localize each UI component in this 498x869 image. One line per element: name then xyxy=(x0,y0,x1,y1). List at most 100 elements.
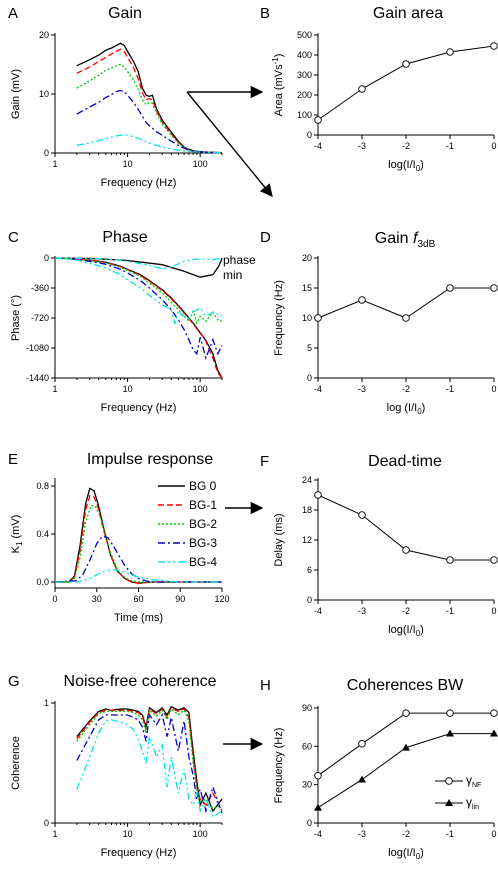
chart-title: Impulse response xyxy=(87,451,213,468)
panel-letter: C xyxy=(8,229,19,246)
panel-F: F Dead-time-4 -3 -2 -1 006121824log(I/I0)Dela… xyxy=(260,453,498,638)
x-tick-label: -2 xyxy=(402,384,410,394)
data-point xyxy=(402,546,410,554)
x-tick-label: -3 xyxy=(358,141,366,151)
legend-label: γlin xyxy=(466,795,479,811)
series-line xyxy=(54,257,223,361)
x-axis-label-end: ) xyxy=(420,624,424,636)
data-point xyxy=(314,491,322,499)
x-axis-label-text: Frequency (Hz) xyxy=(101,177,177,189)
legend-label: BG 0 xyxy=(189,479,217,493)
x-axis-label-sub: 0 xyxy=(416,164,421,173)
panel-C: C Phase 1 10 100 0 -360 -720 -1080 -1440 Frequency… xyxy=(8,229,256,414)
series-line xyxy=(76,707,223,810)
series-line xyxy=(54,535,222,583)
y-tick-label: -720 xyxy=(31,313,49,323)
x-tick-label: 1 xyxy=(52,829,57,839)
x-tick-label: 10 xyxy=(123,384,133,394)
y-tick-label: 90 xyxy=(302,703,312,713)
legend-label-text: γ xyxy=(466,795,472,809)
x-axis-label-sub: 0 xyxy=(416,852,421,861)
y-tick-label: 0 xyxy=(44,253,49,263)
data-point xyxy=(402,314,410,322)
y-tick-label: 12 xyxy=(302,535,312,545)
y-tick-label: 20 xyxy=(302,253,312,263)
y-tick-label: 0 xyxy=(307,818,312,828)
y-axis-label-text: Gain (mV) xyxy=(10,69,22,119)
y-axis-label-sub: 1 xyxy=(15,541,24,546)
series-line xyxy=(76,134,223,154)
x-axis-label-text: log(I/I xyxy=(388,624,416,636)
y-axis-label: Phase (°) xyxy=(10,295,22,341)
series-line xyxy=(76,705,223,813)
y-axis-label: Frequency (Hz) xyxy=(273,280,285,356)
y-tick-label: 20 xyxy=(39,30,49,40)
series-line xyxy=(54,257,223,325)
legend-label: BG-2 xyxy=(189,517,217,531)
y-axis-label: Frequency (Hz) xyxy=(273,728,285,804)
x-axis-label-end: ) xyxy=(422,402,426,414)
x-tick-label: -1 xyxy=(446,141,454,151)
y-tick-label: 300 xyxy=(297,70,312,80)
y-axis-label: K1 (mV) xyxy=(10,515,24,554)
x-axis-label-end: ) xyxy=(420,159,424,171)
legend-label-sub: NF xyxy=(472,782,481,789)
data-point xyxy=(490,729,498,737)
panel-letter: G xyxy=(8,673,20,690)
series-line xyxy=(54,257,223,278)
chart-title-italic: f xyxy=(413,230,419,247)
y-tick-label: 400 xyxy=(297,50,312,60)
legend-label-sub: lin xyxy=(472,804,479,811)
panel-letter: H xyxy=(260,677,271,694)
series-line xyxy=(76,42,223,154)
y-tick-label: 200 xyxy=(297,90,312,100)
data-point xyxy=(314,314,322,322)
chart-title-text: Gain xyxy=(108,5,142,22)
y-tick-label: 5 xyxy=(307,343,312,353)
x-axis-label: Frequency (Hz) xyxy=(101,847,177,859)
series-line xyxy=(54,257,223,270)
data-point xyxy=(402,709,410,717)
chart-title: Noise-free coherence xyxy=(64,673,217,690)
x-tick-label: 30 xyxy=(92,594,102,604)
legend-marker xyxy=(445,777,453,785)
data-point xyxy=(446,709,454,717)
x-tick-label: 0 xyxy=(491,384,496,394)
series-line xyxy=(76,706,223,812)
data-point xyxy=(446,284,454,292)
data-point xyxy=(402,743,410,751)
x-axis-label-sub: 0 xyxy=(417,407,422,416)
y-tick-label: 0 xyxy=(307,595,312,605)
legend-label: BG-1 xyxy=(189,498,217,512)
y-tick-label: 60 xyxy=(302,741,312,751)
x-axis-label: Frequency (Hz) xyxy=(101,177,177,189)
chart-title-text: Coherences BW xyxy=(347,677,464,694)
data-point xyxy=(314,803,322,811)
y-axis-label-text: Delay (ms) xyxy=(273,513,285,566)
annotation-min: min xyxy=(223,268,242,282)
series-line xyxy=(54,257,223,379)
x-tick-label: 10 xyxy=(123,829,133,839)
panel-H: H Coherences BW-4 -3 -2 -1 00306090log(I/I0)F… xyxy=(260,677,498,861)
legend-label: γNF xyxy=(466,773,481,789)
x-tick-label: 0 xyxy=(491,606,496,616)
panel-A: A Gain 1 10 100 0 10 20 Frequency (Hz) Gain (mV) xyxy=(8,5,223,189)
y-axis-label: Delay (ms) xyxy=(273,513,285,566)
x-tick-label: -2 xyxy=(402,606,410,616)
chart-title-sub: 3dB xyxy=(417,239,435,250)
chart-title: Phase xyxy=(102,229,147,246)
panel-letter: A xyxy=(8,5,18,22)
y-axis-label-text: Coherence xyxy=(10,736,22,790)
x-tick-label: 0 xyxy=(52,594,57,604)
legend-label: BG-4 xyxy=(189,555,217,569)
data-point xyxy=(446,729,454,737)
x-tick-label: -1 xyxy=(446,384,454,394)
panel-letter: D xyxy=(260,229,271,246)
series-line xyxy=(317,287,494,319)
x-tick-label: -3 xyxy=(358,606,366,616)
y-tick-label: 15 xyxy=(302,283,312,293)
connector-arrows xyxy=(186,85,273,751)
x-tick-label: -3 xyxy=(358,384,366,394)
y-axis-label-text: K xyxy=(10,545,22,553)
